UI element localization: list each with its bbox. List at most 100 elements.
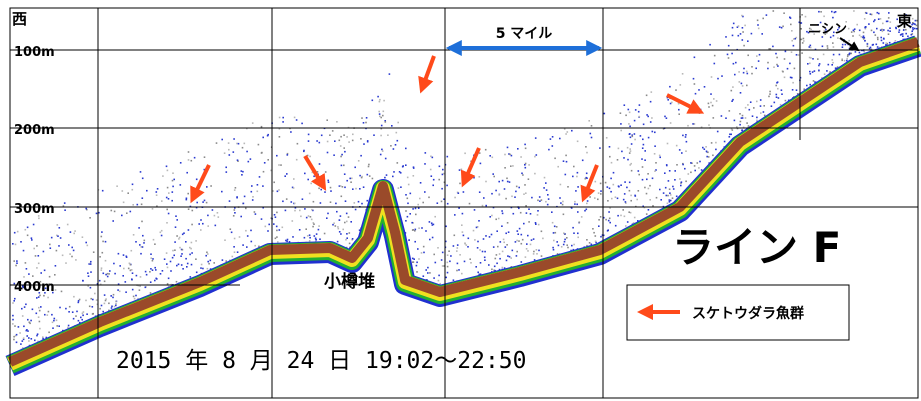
echo-dot — [536, 253, 538, 255]
echo-dot — [721, 75, 723, 77]
echo-dot — [354, 167, 356, 169]
echo-dot — [856, 24, 858, 26]
echo-dot — [595, 235, 597, 237]
echo-dot — [24, 306, 26, 308]
echo-dot — [324, 191, 326, 193]
echo-dot — [574, 201, 576, 203]
echo-dot — [823, 16, 825, 18]
echo-dot — [351, 178, 353, 180]
echo-dot — [888, 12, 890, 14]
echo-dot — [812, 58, 814, 60]
echo-dot — [346, 221, 348, 223]
echo-dot — [533, 238, 535, 240]
echo-dot — [58, 245, 60, 247]
echo-dot — [553, 232, 555, 234]
echo-dot — [142, 178, 144, 180]
echo-dot — [467, 246, 469, 248]
echo-dot — [26, 329, 28, 331]
echo-dot — [632, 136, 634, 138]
echo-dot — [233, 215, 235, 217]
echo-dot — [418, 258, 420, 260]
echo-dot — [573, 244, 575, 246]
echo-dot — [571, 130, 573, 132]
echo-dot — [499, 253, 501, 255]
west-label: 西 — [12, 10, 27, 28]
echo-dot — [312, 226, 314, 228]
echo-dot — [758, 60, 760, 62]
echo-dot — [115, 303, 117, 305]
echo-dot — [417, 204, 419, 206]
echo-dot — [667, 195, 669, 197]
echo-dot — [118, 253, 120, 255]
echo-dot — [545, 201, 547, 203]
echo-dot — [693, 78, 695, 80]
echo-dot — [766, 14, 768, 16]
echo-dot — [525, 256, 527, 258]
echo-dot — [458, 207, 460, 209]
echo-dot — [417, 248, 419, 250]
echo-dot — [523, 193, 525, 195]
echo-dot — [878, 13, 880, 15]
echo-dot — [883, 29, 885, 31]
echo-dot — [483, 238, 485, 240]
echo-dot — [236, 143, 238, 145]
echo-dot — [507, 222, 509, 224]
echo-dot — [544, 177, 546, 179]
echo-dot — [251, 191, 253, 193]
echo-dot — [78, 302, 80, 304]
echo-dot — [22, 315, 24, 317]
echo-dot — [622, 209, 624, 211]
echo-dot — [572, 227, 574, 229]
echo-dot — [877, 46, 879, 48]
echo-dot — [207, 268, 209, 270]
echo-dot — [102, 311, 104, 313]
echo-dot — [631, 170, 633, 172]
echo-dot — [866, 12, 868, 14]
echo-dot — [852, 35, 854, 37]
echo-dot — [285, 240, 287, 242]
echo-dot — [431, 175, 433, 177]
echo-dot — [309, 237, 311, 239]
echo-dot — [305, 228, 307, 230]
echo-dot — [556, 241, 558, 243]
echo-dot — [321, 135, 323, 137]
echo-dot — [258, 144, 260, 146]
echo-dot — [846, 60, 848, 62]
echo-dot — [189, 254, 191, 256]
echo-dot — [887, 21, 889, 23]
echo-dot — [863, 32, 865, 34]
echo-dot — [479, 176, 481, 178]
echo-dot — [533, 251, 535, 253]
echo-dot — [644, 150, 646, 152]
echo-dot — [339, 231, 341, 233]
echo-dot — [473, 230, 475, 232]
echo-dot — [361, 117, 363, 119]
echo-dot — [75, 315, 77, 317]
echo-dot — [191, 264, 193, 266]
echo-dot — [412, 229, 414, 231]
echo-dot — [405, 164, 407, 166]
echo-dot — [741, 15, 743, 17]
echo-dot — [12, 302, 14, 304]
echo-dot — [366, 117, 368, 119]
echo-dot — [245, 208, 247, 210]
echo-dot — [293, 178, 295, 180]
echo-dot — [154, 243, 156, 245]
echo-dot — [210, 260, 212, 262]
echo-dot — [738, 25, 740, 27]
echo-dot — [242, 147, 244, 149]
echo-dot — [750, 101, 752, 103]
echo-dot — [807, 63, 809, 65]
echo-dot — [517, 148, 519, 150]
echo-dot — [205, 255, 207, 257]
echo-dot — [38, 316, 40, 318]
echo-dot — [310, 183, 312, 185]
echo-dot — [380, 135, 382, 137]
echo-dot — [161, 230, 163, 232]
echo-dot — [746, 71, 748, 73]
echo-dot — [315, 239, 317, 241]
echo-dot — [615, 196, 617, 198]
echo-dot — [425, 230, 427, 232]
echo-dot — [232, 256, 234, 258]
echo-dot — [785, 51, 787, 53]
